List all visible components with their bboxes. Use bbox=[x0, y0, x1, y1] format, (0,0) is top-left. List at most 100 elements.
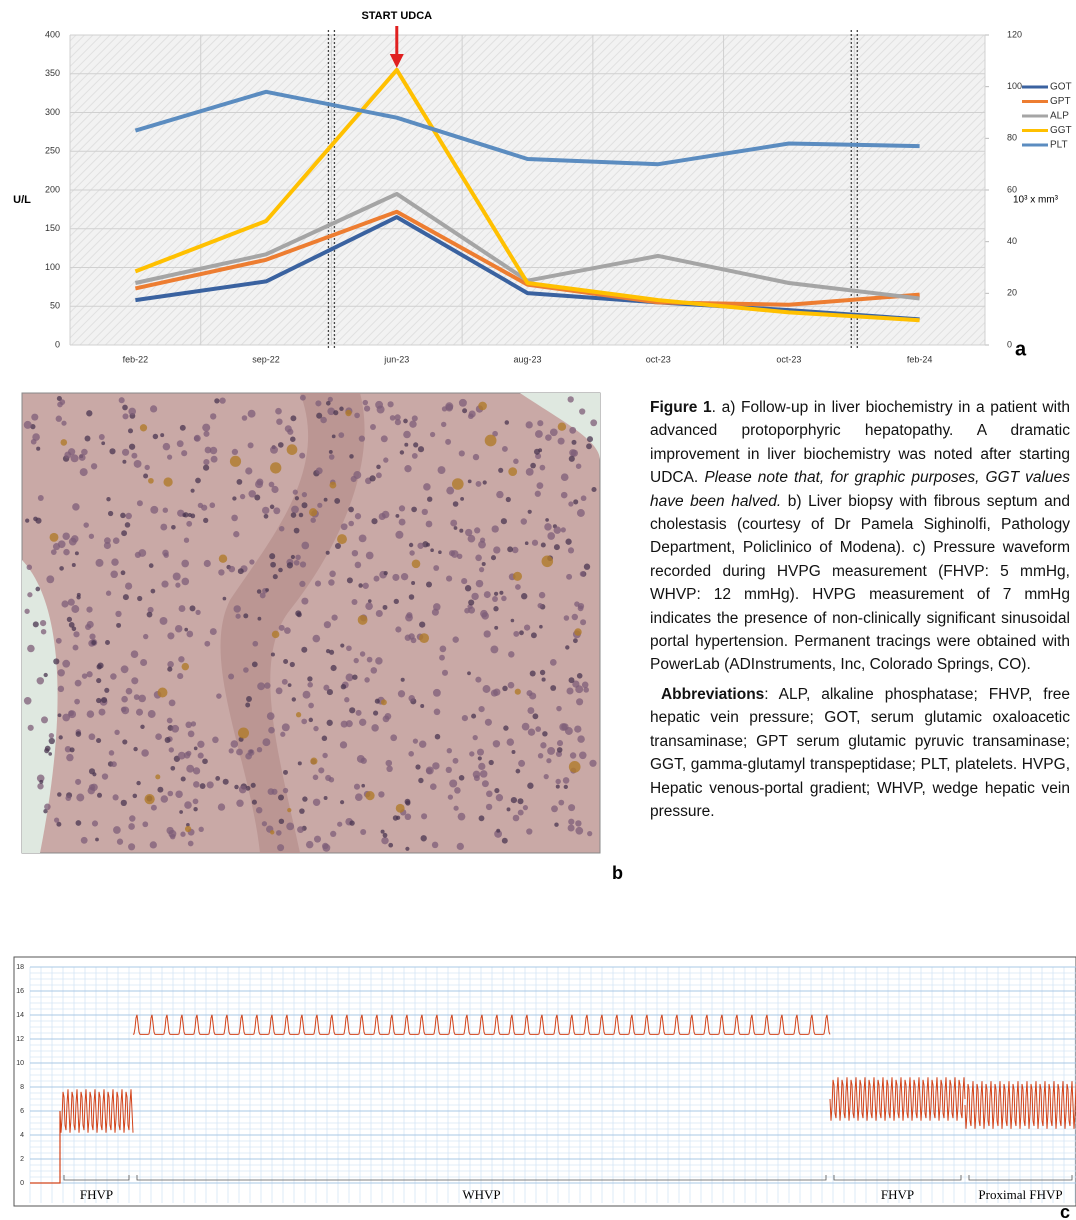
nucleus bbox=[102, 773, 108, 779]
nucleus bbox=[539, 592, 545, 598]
bile-pigment bbox=[513, 572, 522, 581]
nucleus bbox=[563, 777, 570, 784]
nucleus bbox=[280, 732, 285, 737]
nucleus bbox=[290, 436, 295, 441]
nucleus bbox=[204, 560, 211, 567]
nucleus bbox=[270, 446, 278, 454]
nucleus bbox=[97, 793, 102, 798]
nucleus bbox=[229, 566, 236, 573]
nucleus bbox=[478, 756, 482, 760]
nucleus bbox=[76, 820, 82, 826]
nucleus bbox=[276, 687, 283, 694]
nucleus bbox=[271, 486, 278, 493]
nucleus bbox=[561, 473, 569, 481]
nucleus bbox=[550, 659, 557, 666]
nucleus bbox=[252, 641, 258, 647]
nucleus bbox=[59, 566, 64, 571]
nucleus bbox=[409, 550, 414, 555]
nucleus bbox=[355, 793, 363, 801]
nucleus bbox=[373, 711, 378, 716]
nucleus bbox=[361, 784, 365, 788]
nucleus bbox=[507, 546, 513, 552]
nucleus bbox=[295, 496, 299, 500]
nucleus bbox=[223, 779, 229, 785]
nucleus bbox=[257, 747, 262, 752]
nucleus bbox=[63, 549, 69, 555]
nucleus bbox=[99, 709, 106, 716]
nucleus bbox=[435, 734, 441, 740]
nucleus bbox=[143, 634, 148, 639]
nucleus bbox=[420, 704, 424, 708]
nucleus bbox=[235, 614, 240, 619]
nucleus bbox=[270, 505, 275, 510]
nucleus bbox=[446, 487, 454, 495]
nucleus bbox=[482, 562, 486, 566]
legend-label: GOT bbox=[1050, 82, 1072, 93]
nucleus bbox=[540, 670, 545, 675]
nucleus bbox=[76, 794, 84, 802]
nucleus bbox=[210, 413, 216, 419]
nucleus bbox=[101, 697, 107, 703]
nucleus bbox=[558, 438, 565, 445]
bile-pigment bbox=[337, 534, 347, 544]
nucleus bbox=[202, 758, 208, 764]
nucleus bbox=[140, 659, 147, 666]
nucleus bbox=[180, 832, 185, 837]
nucleus bbox=[275, 408, 282, 415]
nucleus bbox=[580, 571, 586, 577]
nucleus bbox=[339, 407, 343, 411]
nucleus bbox=[138, 549, 146, 557]
nucleus bbox=[513, 815, 520, 822]
nucleus bbox=[324, 621, 331, 628]
nucleus bbox=[181, 776, 186, 781]
nucleus bbox=[449, 550, 455, 556]
nucleus bbox=[56, 638, 62, 644]
nucleus bbox=[508, 682, 515, 689]
bile-pigment bbox=[396, 804, 405, 813]
nucleus bbox=[501, 518, 507, 524]
nucleus bbox=[173, 573, 181, 581]
nucleus bbox=[576, 463, 581, 468]
nucleus bbox=[273, 574, 278, 579]
bile-pigment bbox=[272, 631, 280, 639]
nucleus bbox=[499, 591, 503, 595]
nucleus bbox=[354, 784, 360, 790]
y-tick-label: 0 bbox=[20, 1180, 24, 1187]
nucleus bbox=[75, 779, 81, 785]
nucleus bbox=[515, 584, 521, 590]
nucleus bbox=[381, 830, 385, 834]
nucleus bbox=[87, 621, 94, 628]
nucleus bbox=[110, 571, 118, 579]
nucleus bbox=[101, 441, 105, 445]
nucleus bbox=[302, 502, 308, 508]
nucleus bbox=[542, 731, 547, 736]
nucleus bbox=[383, 457, 388, 462]
phase-label: Proximal FHVP bbox=[978, 1187, 1062, 1202]
nucleus bbox=[123, 594, 129, 600]
nucleus bbox=[374, 576, 380, 582]
nucleus bbox=[329, 571, 336, 578]
nucleus bbox=[521, 518, 527, 524]
nucleus bbox=[229, 748, 234, 753]
histology-image bbox=[22, 393, 600, 853]
nucleus bbox=[24, 609, 29, 614]
nucleus bbox=[184, 628, 188, 632]
nucleus bbox=[481, 612, 488, 619]
nucleus bbox=[183, 512, 188, 517]
nucleus bbox=[193, 807, 197, 811]
y-tick-label: 300 bbox=[45, 107, 60, 117]
nucleus bbox=[491, 555, 496, 560]
nucleus bbox=[369, 475, 375, 481]
nucleus bbox=[283, 659, 288, 664]
nucleus bbox=[270, 562, 276, 568]
nucleus bbox=[199, 827, 204, 832]
bile-pigment bbox=[163, 477, 172, 486]
nucleus bbox=[203, 431, 209, 437]
nucleus bbox=[335, 543, 341, 549]
nucleus bbox=[363, 583, 369, 589]
nucleus bbox=[121, 570, 126, 575]
nucleus bbox=[551, 805, 558, 812]
y-axis-label: U/L bbox=[13, 194, 31, 206]
nucleus bbox=[210, 447, 218, 455]
nucleus bbox=[419, 741, 426, 748]
